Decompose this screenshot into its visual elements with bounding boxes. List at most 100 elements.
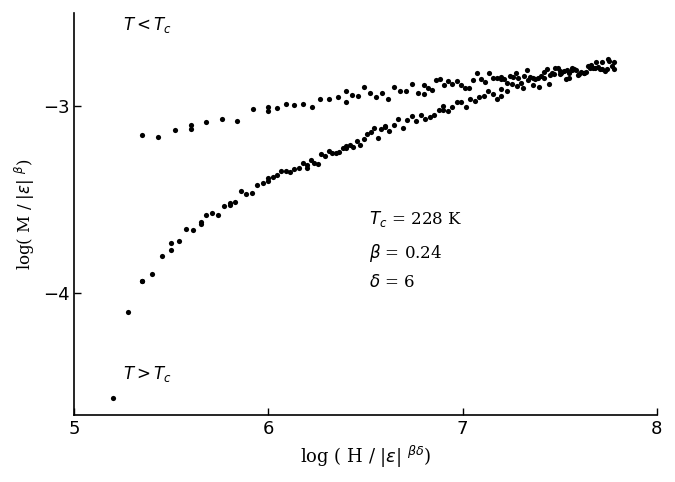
Point bbox=[491, 95, 502, 103]
Point bbox=[524, 73, 535, 80]
Point bbox=[533, 83, 544, 91]
Point bbox=[502, 87, 512, 94]
Point bbox=[394, 87, 405, 95]
Point bbox=[306, 103, 317, 110]
Point bbox=[478, 92, 489, 99]
Point bbox=[554, 70, 565, 78]
Point bbox=[459, 84, 470, 92]
Point bbox=[272, 172, 283, 179]
Point bbox=[353, 93, 364, 100]
Point bbox=[585, 64, 595, 72]
Point bbox=[411, 117, 422, 125]
Text: $T > T_c$: $T > T_c$ bbox=[123, 364, 172, 384]
Point bbox=[362, 131, 373, 138]
Point bbox=[447, 80, 458, 88]
Point bbox=[232, 117, 243, 125]
Point bbox=[358, 135, 369, 143]
Point bbox=[186, 120, 196, 128]
Point bbox=[578, 69, 589, 77]
Point bbox=[496, 75, 507, 82]
Point bbox=[547, 69, 558, 77]
Point bbox=[369, 124, 380, 132]
Point bbox=[406, 113, 417, 120]
Point bbox=[213, 211, 223, 219]
Point bbox=[533, 74, 543, 82]
Point bbox=[597, 66, 608, 73]
Point bbox=[425, 113, 435, 120]
Point bbox=[492, 75, 503, 82]
Point bbox=[258, 180, 269, 187]
Point bbox=[230, 198, 240, 206]
Point bbox=[597, 58, 608, 66]
Point bbox=[263, 174, 274, 182]
Point bbox=[186, 125, 196, 133]
Point bbox=[224, 201, 235, 209]
Point bbox=[438, 103, 449, 110]
Point bbox=[280, 101, 291, 108]
Point bbox=[169, 126, 180, 134]
Point bbox=[512, 82, 522, 90]
Point bbox=[566, 64, 577, 72]
Point bbox=[507, 80, 518, 88]
Point bbox=[456, 98, 466, 106]
Point bbox=[516, 79, 526, 87]
Point bbox=[585, 61, 596, 69]
Point bbox=[400, 87, 411, 95]
Point bbox=[364, 90, 375, 97]
Point bbox=[513, 74, 524, 82]
Point bbox=[423, 84, 433, 92]
Point bbox=[393, 115, 404, 122]
Point bbox=[606, 62, 617, 69]
Point bbox=[412, 89, 423, 97]
Point bbox=[496, 92, 507, 100]
Point bbox=[246, 189, 257, 197]
Point bbox=[219, 202, 230, 210]
Point bbox=[496, 74, 507, 81]
Point bbox=[355, 142, 366, 149]
Point bbox=[464, 95, 475, 103]
Point bbox=[298, 100, 308, 108]
Point bbox=[377, 89, 387, 97]
Point bbox=[564, 69, 575, 77]
Point bbox=[463, 84, 474, 92]
Point bbox=[451, 77, 462, 85]
Point bbox=[499, 75, 510, 83]
Point bbox=[519, 73, 530, 80]
Point bbox=[522, 76, 533, 84]
X-axis label: log ( H / |$\varepsilon$| $^{\beta\delta}$): log ( H / |$\varepsilon$| $^{\beta\delta… bbox=[300, 443, 431, 469]
Point bbox=[530, 75, 541, 83]
Point bbox=[522, 66, 533, 74]
Point bbox=[108, 394, 119, 402]
Point bbox=[323, 95, 334, 103]
Point bbox=[195, 220, 206, 228]
Point bbox=[604, 57, 615, 65]
Point bbox=[217, 115, 227, 122]
Point bbox=[352, 137, 362, 145]
Point bbox=[455, 81, 466, 89]
Point bbox=[418, 81, 429, 89]
Point bbox=[146, 270, 157, 278]
Point bbox=[344, 141, 355, 148]
Point bbox=[502, 79, 512, 86]
Point bbox=[474, 93, 485, 101]
Point bbox=[285, 168, 296, 176]
Point bbox=[439, 81, 450, 89]
Point bbox=[528, 81, 539, 89]
Point bbox=[541, 65, 552, 73]
Point bbox=[574, 70, 585, 78]
Point bbox=[544, 71, 555, 79]
Point bbox=[480, 78, 491, 85]
Point bbox=[415, 111, 426, 119]
Point bbox=[263, 103, 274, 111]
Point bbox=[236, 187, 246, 194]
Point bbox=[333, 148, 344, 156]
Point bbox=[341, 87, 352, 95]
Point bbox=[601, 65, 612, 73]
Point bbox=[447, 103, 458, 111]
Point bbox=[267, 173, 278, 181]
Point bbox=[122, 308, 133, 315]
Point bbox=[201, 212, 212, 219]
Point bbox=[539, 68, 549, 76]
Point bbox=[383, 95, 394, 103]
Point bbox=[402, 116, 413, 124]
